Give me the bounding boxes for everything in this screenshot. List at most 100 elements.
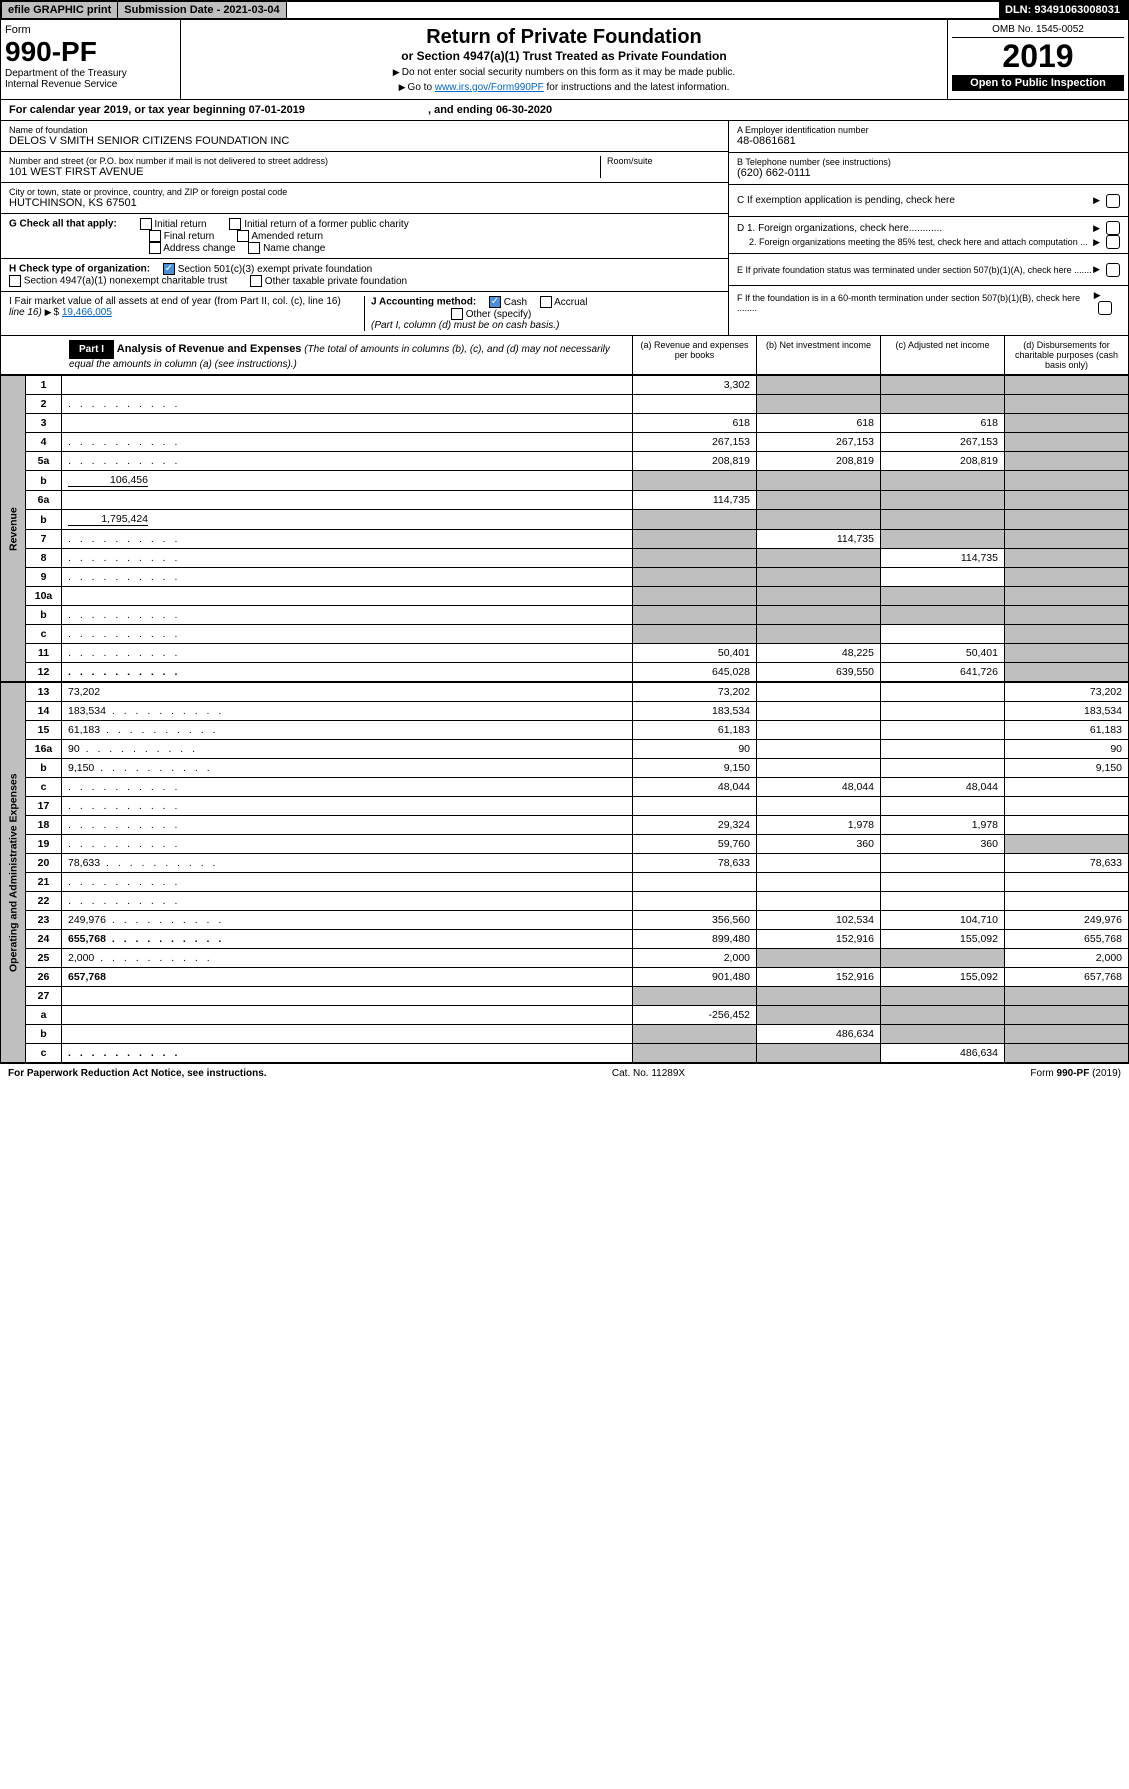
line-number: 17 xyxy=(26,797,62,816)
footer-right: Form 990-PF (2019) xyxy=(1030,1068,1121,1079)
line-number: 22 xyxy=(26,892,62,911)
calendar-year-row: For calendar year 2019, or tax year begi… xyxy=(0,100,1129,121)
cell-a: 618 xyxy=(633,414,757,433)
check-other-taxable[interactable] xyxy=(250,275,262,287)
table-row: 1150,40148,22550,401 xyxy=(1,644,1129,663)
cell-c xyxy=(881,395,1005,414)
table-row: Operating and Administrative Expenses137… xyxy=(1,683,1129,702)
cell-b: 618 xyxy=(757,414,881,433)
check-amended[interactable] xyxy=(237,230,249,242)
foundation-addr: 101 WEST FIRST AVENUE xyxy=(9,166,600,178)
line-number: 6a xyxy=(26,491,62,510)
check-initial-former[interactable] xyxy=(229,218,241,230)
cell-c xyxy=(881,854,1005,873)
cell-b xyxy=(757,471,881,491)
cell-a: 183,534 xyxy=(633,702,757,721)
check-cash[interactable] xyxy=(489,296,501,308)
foundation-name: DELOS V SMITH SENIOR CITIZENS FOUNDATION… xyxy=(9,135,720,147)
table-row: 8114,735 xyxy=(1,549,1129,568)
table-row: 7114,735 xyxy=(1,530,1129,549)
cell-c xyxy=(881,606,1005,625)
cell-c: 486,634 xyxy=(881,1044,1005,1063)
check-address[interactable] xyxy=(149,242,161,254)
cell-d xyxy=(1005,1044,1129,1063)
irs-label: Internal Revenue Service xyxy=(5,79,176,90)
line-number: 2 xyxy=(26,395,62,414)
cell-c xyxy=(881,873,1005,892)
line-desc xyxy=(62,452,633,471)
line-number: 26 xyxy=(26,968,62,987)
cell-c: 114,735 xyxy=(881,549,1005,568)
cell-b xyxy=(757,721,881,740)
irs-link[interactable]: www.irs.gov/Form990PF xyxy=(435,82,544,93)
line-number: b xyxy=(26,606,62,625)
check-accrual[interactable] xyxy=(540,296,552,308)
check-other-method[interactable] xyxy=(451,308,463,320)
cell-a xyxy=(633,606,757,625)
section-h: H Check type of organization: Section 50… xyxy=(1,259,728,292)
line-desc: 61,183 xyxy=(62,721,633,740)
line-desc xyxy=(62,530,633,549)
line-number: 12 xyxy=(26,663,62,682)
cell-a xyxy=(633,471,757,491)
cell-c: 618 xyxy=(881,414,1005,433)
tax-year: 2019 xyxy=(952,38,1124,75)
check-name[interactable] xyxy=(248,242,260,254)
cell-c: 360 xyxy=(881,835,1005,854)
cell-d: 90 xyxy=(1005,740,1129,759)
cell-d xyxy=(1005,376,1129,395)
line-desc xyxy=(62,1006,633,1025)
cell-d: 655,768 xyxy=(1005,930,1129,949)
cell-a: 9,150 xyxy=(633,759,757,778)
line-number: 14 xyxy=(26,702,62,721)
table-row: b9,1509,1509,150 xyxy=(1,759,1129,778)
i-label: I Fair market value of all assets at end… xyxy=(9,296,341,307)
check-d2[interactable] xyxy=(1106,235,1120,249)
line-desc xyxy=(62,376,633,395)
cell-a xyxy=(633,568,757,587)
cell-a: 901,480 xyxy=(633,968,757,987)
check-4947[interactable] xyxy=(9,275,21,287)
check-initial[interactable] xyxy=(140,218,152,230)
form-label: Form xyxy=(5,24,176,36)
h-label: H Check type of organization: xyxy=(9,264,150,275)
check-501c3[interactable] xyxy=(163,263,175,275)
line-desc: 655,768 xyxy=(62,930,633,949)
j-label: J Accounting method: xyxy=(371,297,476,308)
line-desc xyxy=(62,549,633,568)
check-d1[interactable] xyxy=(1106,221,1120,235)
cell-a: 2,000 xyxy=(633,949,757,968)
check-e[interactable] xyxy=(1106,263,1120,277)
table-row: 5a208,819208,819208,819 xyxy=(1,452,1129,471)
line-number: 24 xyxy=(26,930,62,949)
table-row: 9 xyxy=(1,568,1129,587)
cell-b: 48,225 xyxy=(757,644,881,663)
line-number: 25 xyxy=(26,949,62,968)
cell-b xyxy=(757,987,881,1006)
cell-d xyxy=(1005,530,1129,549)
line-number: 20 xyxy=(26,854,62,873)
page-footer: For Paperwork Reduction Act Notice, see … xyxy=(0,1063,1129,1083)
d2-label: 2. Foreign organizations meeting the 85%… xyxy=(737,237,1088,247)
table-row: 14183,534183,534183,534 xyxy=(1,702,1129,721)
line-number: 16a xyxy=(26,740,62,759)
check-f[interactable] xyxy=(1098,301,1112,315)
cell-b: 152,916 xyxy=(757,930,881,949)
cell-c xyxy=(881,568,1005,587)
cell-d xyxy=(1005,471,1129,491)
cell-b: 267,153 xyxy=(757,433,881,452)
cell-a xyxy=(633,1025,757,1044)
line-number: c xyxy=(26,1044,62,1063)
cell-b xyxy=(757,606,881,625)
cell-b: 152,916 xyxy=(757,968,881,987)
table-row: 17 xyxy=(1,797,1129,816)
cell-c: 48,044 xyxy=(881,778,1005,797)
part1-label: Part I xyxy=(69,340,114,359)
check-c[interactable] xyxy=(1106,194,1120,208)
line-desc xyxy=(62,491,633,510)
cell-a: -256,452 xyxy=(633,1006,757,1025)
check-final[interactable] xyxy=(149,230,161,242)
cell-d xyxy=(1005,778,1129,797)
cell-b: 48,044 xyxy=(757,778,881,797)
cell-a xyxy=(633,587,757,606)
